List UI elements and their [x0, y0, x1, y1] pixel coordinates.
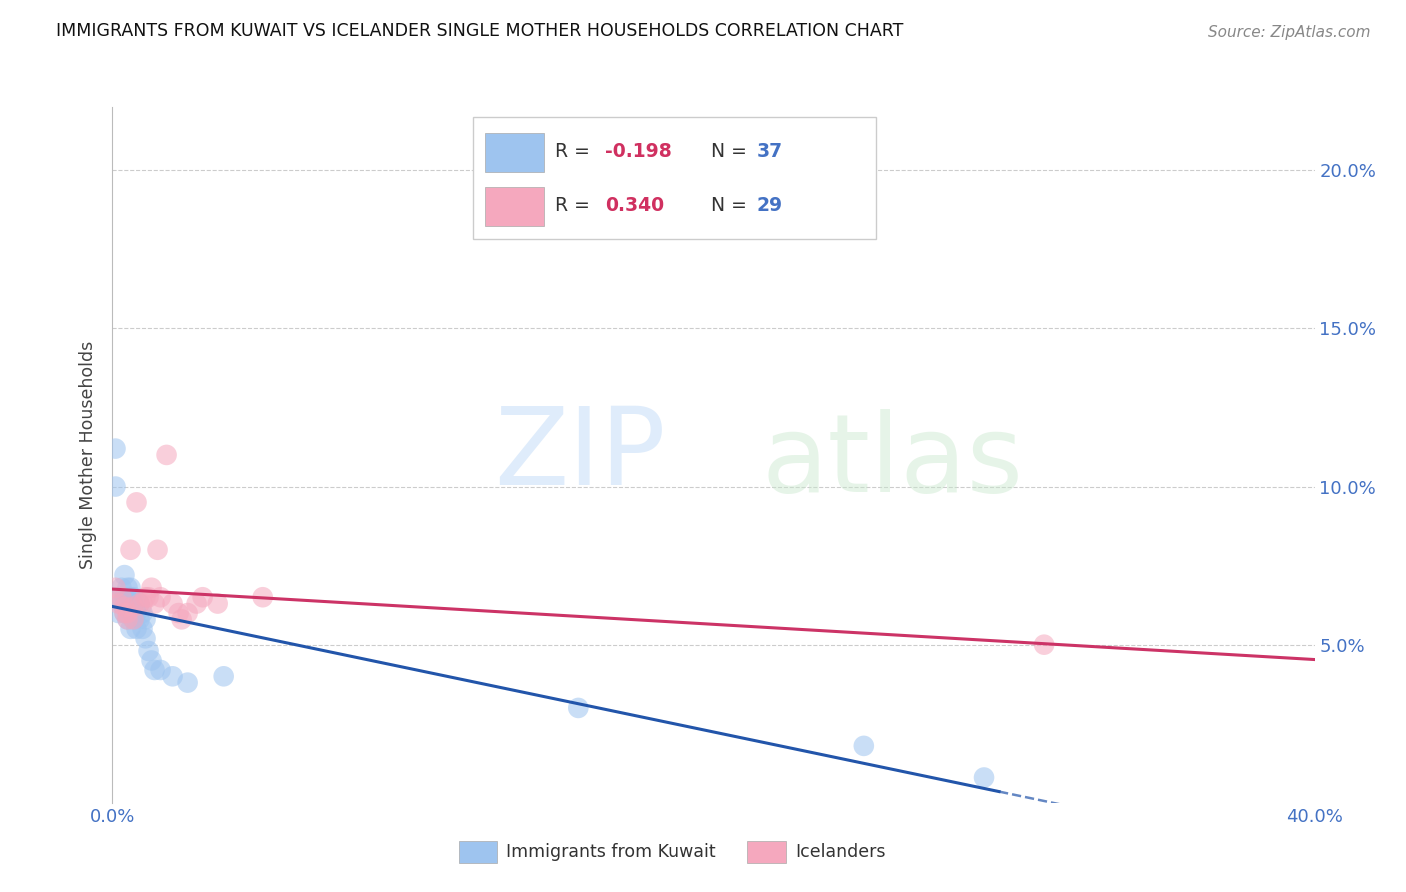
Point [186, 597, 208, 611]
Text: 0.340: 0.340 [606, 195, 665, 215]
Point [128, 597, 150, 611]
Text: ZIP: ZIP [494, 402, 665, 508]
Point [128, 612, 150, 626]
Point [122, 599, 145, 614]
Text: N =: N = [711, 195, 754, 215]
Point [104, 581, 127, 595]
FancyBboxPatch shape [458, 841, 498, 863]
Point [135, 591, 157, 605]
Point [114, 599, 136, 614]
Point [131, 622, 153, 636]
Point [191, 591, 214, 605]
Point [114, 606, 136, 620]
Text: R =: R = [555, 195, 596, 215]
Point [155, 448, 177, 462]
Point [110, 591, 132, 605]
Point [122, 591, 145, 605]
Text: IMMIGRANTS FROM KUWAIT VS ICELANDER SINGLE MOTHER HOUSEHOLDS CORRELATION CHART: IMMIGRANTS FROM KUWAIT VS ICELANDER SING… [56, 22, 904, 40]
Point [117, 612, 139, 626]
Point [120, 591, 142, 605]
Point [125, 622, 148, 636]
Text: 37: 37 [756, 142, 783, 161]
Point [117, 581, 139, 595]
Point [252, 591, 274, 605]
Point [135, 632, 157, 646]
Text: R =: R = [555, 142, 596, 161]
Point [143, 597, 166, 611]
FancyBboxPatch shape [472, 118, 876, 239]
Point [131, 606, 153, 620]
Point [162, 597, 184, 611]
Point [104, 479, 127, 493]
Point [107, 591, 129, 605]
Point [114, 606, 136, 620]
Point [107, 606, 129, 620]
Text: Source: ZipAtlas.com: Source: ZipAtlas.com [1208, 25, 1371, 40]
Point [567, 701, 589, 715]
Point [110, 581, 132, 595]
Point [170, 612, 193, 626]
Point [110, 597, 132, 611]
Text: Icelanders: Icelanders [796, 843, 886, 861]
Point [149, 591, 172, 605]
Point [114, 591, 136, 605]
Point [104, 442, 127, 456]
Point [122, 612, 145, 626]
Point [117, 597, 139, 611]
Point [122, 612, 145, 626]
Point [1033, 638, 1056, 652]
FancyBboxPatch shape [485, 187, 544, 226]
Point [141, 581, 163, 595]
Point [143, 663, 166, 677]
Point [122, 597, 145, 611]
Text: N =: N = [711, 142, 754, 161]
Point [120, 581, 142, 595]
Point [125, 606, 148, 620]
Point [207, 597, 229, 611]
Point [120, 542, 142, 557]
Point [176, 606, 198, 620]
Point [146, 542, 169, 557]
Point [138, 644, 160, 658]
Text: Immigrants from Kuwait: Immigrants from Kuwait [506, 843, 716, 861]
Point [167, 606, 190, 620]
Point [212, 669, 235, 683]
Point [138, 591, 160, 605]
Point [107, 597, 129, 611]
Point [125, 495, 148, 509]
Point [128, 597, 150, 611]
Point [114, 568, 136, 582]
Point [141, 653, 163, 667]
Point [120, 622, 142, 636]
Point [135, 612, 157, 626]
Text: -0.198: -0.198 [606, 142, 672, 161]
Point [117, 612, 139, 626]
Point [149, 663, 172, 677]
Point [120, 606, 142, 620]
FancyBboxPatch shape [485, 134, 544, 172]
Point [176, 675, 198, 690]
Y-axis label: Single Mother Households: Single Mother Households [79, 341, 97, 569]
Point [973, 771, 995, 785]
Point [117, 606, 139, 620]
Point [162, 669, 184, 683]
Point [131, 597, 153, 611]
FancyBboxPatch shape [747, 841, 786, 863]
Text: 29: 29 [756, 195, 783, 215]
Text: atlas: atlas [762, 409, 1024, 515]
Point [852, 739, 875, 753]
